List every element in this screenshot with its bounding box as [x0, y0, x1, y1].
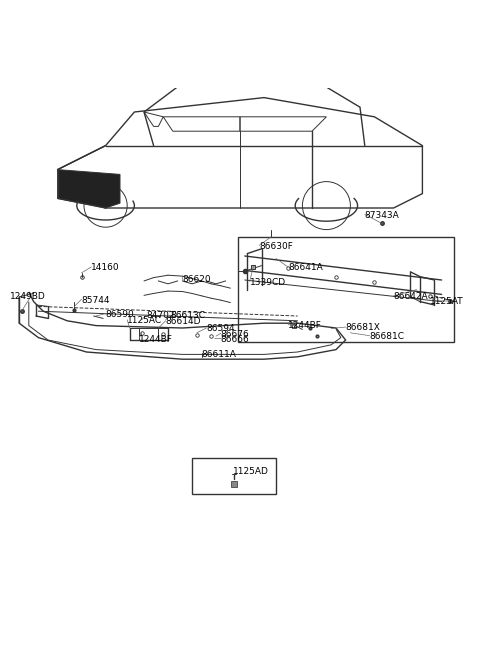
Text: 86620: 86620	[182, 276, 211, 285]
Text: 86681C: 86681C	[370, 332, 405, 341]
Text: 86614D: 86614D	[166, 318, 201, 326]
Text: 86611A: 86611A	[202, 350, 237, 359]
Text: 86666: 86666	[221, 335, 250, 344]
Text: 1244BF: 1244BF	[139, 335, 173, 344]
Text: 1339CD: 1339CD	[250, 278, 286, 287]
Text: 14160: 14160	[91, 264, 120, 272]
Text: 1125AC: 1125AC	[127, 316, 162, 325]
Text: 1249BD: 1249BD	[10, 293, 45, 301]
Text: 85744: 85744	[82, 296, 110, 304]
Bar	[192, 458, 276, 493]
Text: 1125AT: 1125AT	[430, 297, 463, 306]
Text: 1125AD: 1125AD	[233, 468, 269, 476]
Text: 86681X: 86681X	[346, 323, 381, 333]
Text: 86630F: 86630F	[259, 242, 293, 251]
Text: 86590: 86590	[106, 310, 134, 319]
Text: 86641A: 86641A	[288, 264, 323, 272]
Text: 86642A: 86642A	[394, 293, 428, 301]
Text: 1244BF: 1244BF	[288, 321, 322, 330]
Text: 86613C: 86613C	[170, 312, 205, 321]
Polygon shape	[58, 170, 120, 208]
Text: 86676: 86676	[221, 330, 250, 338]
Bar	[238, 237, 454, 342]
Text: 86594: 86594	[206, 325, 235, 333]
Text: 84702: 84702	[146, 312, 175, 321]
Text: 87343A: 87343A	[365, 211, 399, 220]
